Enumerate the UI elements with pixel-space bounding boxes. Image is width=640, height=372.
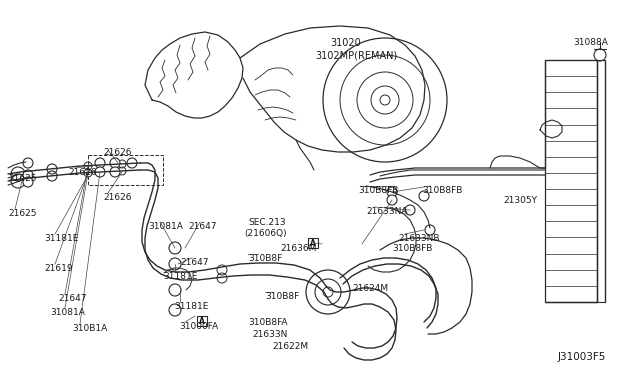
Text: 21625: 21625 [8, 174, 36, 183]
Text: 31181E: 31181E [174, 302, 209, 311]
Text: 21305Y: 21305Y [503, 196, 537, 205]
Text: 310B8FB: 310B8FB [392, 244, 433, 253]
Circle shape [594, 49, 606, 61]
Circle shape [23, 170, 33, 180]
Text: 31181E: 31181E [163, 272, 197, 281]
Text: A: A [310, 238, 316, 247]
Text: 31081A: 31081A [50, 308, 85, 317]
Circle shape [405, 205, 415, 215]
Bar [308, 238, 318, 248]
Text: 31000FA: 31000FA [179, 322, 218, 331]
Text: 310B1A: 310B1A [72, 324, 108, 333]
Text: (21606Q): (21606Q) [244, 229, 287, 238]
Text: 31181E: 31181E [44, 234, 78, 243]
Text: A: A [199, 317, 205, 326]
Circle shape [95, 167, 105, 177]
Bar [88, 155, 163, 185]
Text: 31020: 31020 [330, 38, 361, 48]
Text: 21619: 21619 [44, 264, 72, 273]
Text: 21626: 21626 [103, 193, 131, 202]
Text: 31081A: 31081A [148, 222, 183, 231]
Circle shape [425, 225, 435, 235]
Text: 21624M: 21624M [352, 284, 388, 293]
Text: 21636M: 21636M [280, 244, 316, 253]
Text: 21622M: 21622M [272, 342, 308, 351]
Circle shape [23, 158, 33, 168]
Text: 21625: 21625 [8, 209, 36, 218]
Circle shape [23, 177, 33, 187]
Text: 21633NA: 21633NA [366, 207, 408, 216]
Text: J31003F5: J31003F5 [558, 352, 606, 362]
Circle shape [127, 158, 137, 168]
Circle shape [387, 195, 397, 205]
Text: 310B8FB: 310B8FB [358, 186, 398, 195]
Text: 31088A: 31088A [573, 38, 608, 47]
Text: 21626: 21626 [68, 168, 97, 177]
Text: 21633NB: 21633NB [398, 234, 440, 243]
Bar [197, 316, 207, 326]
Text: 21647: 21647 [180, 258, 209, 267]
Bar [545, 60, 597, 302]
Text: 21647: 21647 [188, 222, 216, 231]
Text: 3102MP(REMAN): 3102MP(REMAN) [315, 50, 397, 60]
Text: 21633N: 21633N [252, 330, 287, 339]
Text: 21647: 21647 [58, 294, 86, 303]
Text: 310B8F: 310B8F [248, 254, 282, 263]
Text: 310B8FB: 310B8FB [422, 186, 462, 195]
Text: SEC.213: SEC.213 [248, 218, 285, 227]
Circle shape [110, 167, 120, 177]
Circle shape [419, 191, 429, 201]
Text: 21626: 21626 [103, 148, 131, 157]
Text: 310B8FA: 310B8FA [248, 318, 287, 327]
Text: 310B8F: 310B8F [265, 292, 300, 301]
Circle shape [387, 187, 397, 197]
Circle shape [110, 158, 120, 168]
Circle shape [95, 158, 105, 168]
